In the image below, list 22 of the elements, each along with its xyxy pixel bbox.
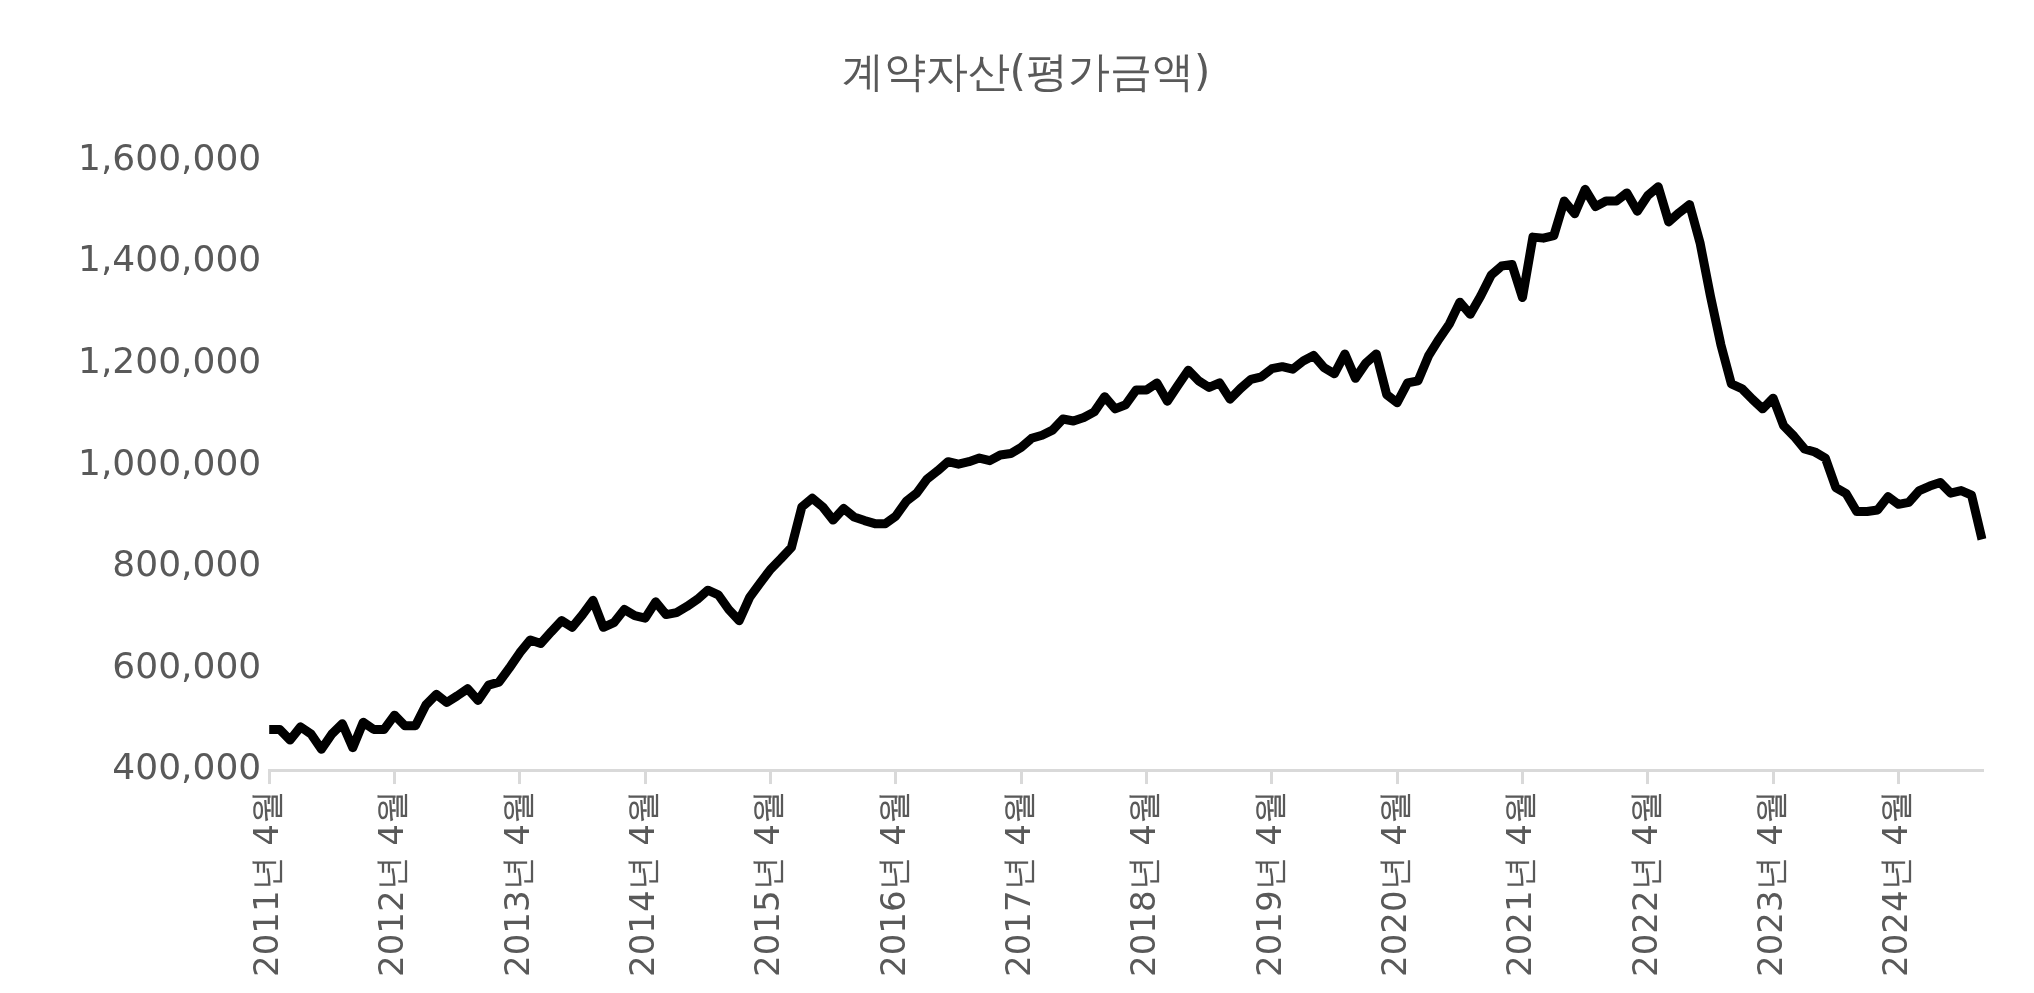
y-tick-label: 400,000 [112,746,262,788]
chart-title: 계약자산(평가금액) [841,47,1211,97]
y-tick-label: 1,400,000 [78,238,262,280]
y-tick-label: 1,200,000 [78,339,262,381]
x-tick-label: 2016년 4월 [872,790,913,977]
x-tick-label: 2011년 4월 [246,790,287,977]
x-tick-label: 2020년 4월 [1373,790,1414,977]
x-tick-label: 2022년 4월 [1624,790,1665,977]
x-tick-label: 2019년 4월 [1248,790,1289,977]
x-tick-label: 2024년 4월 [1875,790,1916,977]
x-tick-label: 2014년 4월 [622,790,663,977]
y-tick-label: 1,600,000 [78,136,262,178]
x-tick-label: 2017년 4월 [998,790,1038,977]
x-tick-label: 2023년 4월 [1749,790,1790,977]
x-tick-label: 2015년 4월 [747,790,788,977]
y-tick-label: 800,000 [112,543,262,585]
y-tick-label: 600,000 [112,644,262,686]
x-tick-label: 2018년 4월 [1123,790,1164,977]
x-tick-label: 2021년 4월 [1499,790,1540,977]
x-tick-label: 2013년 4월 [496,790,537,977]
x-tick-label: 2012년 4월 [371,790,412,977]
y-tick-label: 1,000,000 [78,441,262,483]
